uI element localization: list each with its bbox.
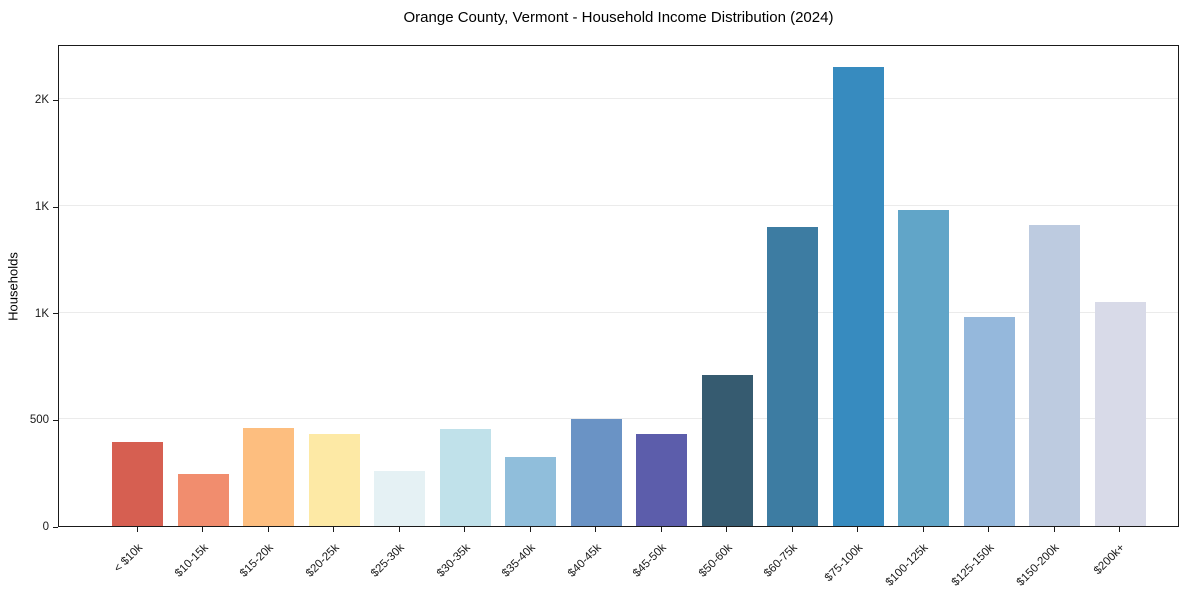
x-tick-mark: [857, 527, 859, 532]
x-tick-label-text: $15-20k: [238, 541, 276, 580]
x-tick-label-text: $40-45k: [565, 541, 604, 580]
x-tick-label-text: $150-200k: [1015, 541, 1062, 589]
x-tick-mark: [791, 527, 793, 532]
bar-$15-20k: [243, 427, 295, 526]
bar-$10-15k: [177, 473, 229, 526]
bar-$20-25k: [308, 434, 360, 526]
x-tick-mark: [988, 527, 990, 532]
bar-$150-200k: [1029, 225, 1081, 526]
bar-$200k+: [1094, 302, 1146, 526]
y-tick-label: 0: [42, 521, 49, 533]
x-tick-label-text: $125-150k: [949, 541, 997, 589]
x-tick-label-text: $45-50k: [631, 541, 669, 580]
y-tick-label: 2K: [34, 94, 49, 107]
x-tick-label-text: $25-30k: [369, 541, 407, 580]
x-tick-mark: [333, 527, 335, 532]
gridline: [59, 98, 1178, 100]
y-axis-label: Households: [5, 252, 21, 321]
y-tick-label: 500: [29, 414, 49, 427]
y-tick-mark: [53, 419, 58, 421]
gridline: [59, 418, 1178, 420]
y-tick-mark: [53, 99, 58, 101]
x-tick-mark: [202, 527, 204, 532]
chart-title: Orange County, Vermont - Household Incom…: [403, 9, 834, 26]
x-tick-label-text: $60-75k: [762, 541, 800, 580]
x-tick-mark: [922, 527, 924, 532]
x-tick-mark: [398, 527, 400, 532]
bar-$40-45k: [570, 419, 622, 526]
x-tick-label-text: $50-60k: [696, 541, 735, 580]
plot-area: [58, 45, 1179, 527]
bar-$125-150k: [963, 317, 1015, 526]
x-tick-mark: [136, 527, 138, 532]
x-tick-label-text: $35-40k: [500, 541, 538, 580]
y-tick-mark: [53, 526, 58, 528]
bar-$50-60k: [701, 374, 753, 526]
gridline: [59, 205, 1178, 207]
y-tick-label: 1K: [34, 307, 49, 320]
x-tick-label-text: $20-25k: [303, 541, 342, 580]
bar-$25-30k: [374, 470, 426, 526]
bar-$45-50k: [636, 434, 688, 526]
x-tick-mark: [1053, 527, 1055, 532]
x-tick-mark: [1119, 527, 1121, 532]
y-tick-mark: [53, 206, 58, 208]
x-tick-mark: [660, 527, 662, 532]
bar-$100-125k: [898, 210, 950, 526]
x-tick-label-text: $100-125k: [884, 541, 931, 589]
x-tick-mark: [529, 527, 531, 532]
bar-$75-100k: [832, 67, 884, 526]
gridline: [59, 311, 1178, 313]
x-tick-label-text: < $10k: [111, 541, 145, 575]
x-tick-mark: [595, 527, 597, 532]
y-tick-mark: [53, 313, 58, 315]
x-tick-label-text: $200k+: [1092, 541, 1128, 578]
bar-< $10k: [112, 441, 164, 526]
y-tick-label: 1K: [34, 201, 49, 214]
bar-$30-35k: [439, 428, 491, 526]
x-tick-mark: [464, 527, 466, 532]
x-tick-label-text: $75-100k: [823, 541, 866, 585]
x-tick-mark: [267, 527, 269, 532]
x-tick-label-text: $30-35k: [434, 541, 473, 580]
x-tick-mark: [726, 527, 728, 532]
bar-$35-40k: [505, 456, 557, 526]
bar-$60-75k: [767, 227, 819, 526]
x-tick-label-text: $10-15k: [172, 541, 211, 580]
